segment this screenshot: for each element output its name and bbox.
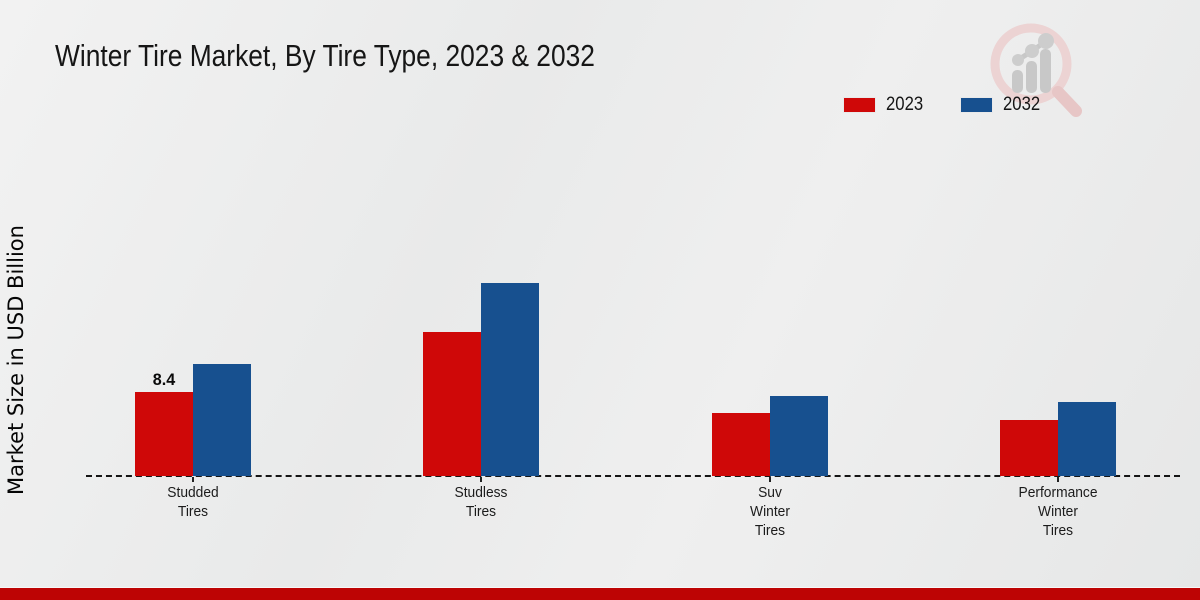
x-tick <box>192 477 194 482</box>
x-axis-baseline <box>86 475 1180 477</box>
x-category-label: Studless Tires <box>454 484 508 520</box>
x-category-label: Studded Tires <box>167 484 219 520</box>
x-tick <box>480 477 482 482</box>
bar-2032-cat0 <box>193 364 251 476</box>
bar-value-label: 8.4 <box>152 370 176 389</box>
legend-label: 2032 <box>1003 94 1041 115</box>
legend-swatch <box>843 97 876 113</box>
bar-2023-cat1 <box>423 332 481 476</box>
x-category-label: Performance Winter Tires <box>1018 484 1098 539</box>
legend-swatch <box>960 97 994 113</box>
legend-label: 2023 <box>886 94 924 115</box>
y-axis-label: Market Size in USD Billion <box>4 225 28 495</box>
bar-2032-cat3 <box>1058 402 1116 476</box>
legend: 2023 2032 <box>843 94 1046 116</box>
legend-item-2032: 2032 <box>960 94 1045 116</box>
bar-2023-cat2 <box>712 413 770 476</box>
bar-2023-cat0 <box>135 392 193 476</box>
bar-2032-cat1 <box>481 283 539 476</box>
footer-bar <box>0 587 1200 600</box>
bar-2023-cat3 <box>1000 420 1058 476</box>
chart-title: Winter Tire Market, By Tire Type, 2023 &… <box>55 38 595 73</box>
legend-item-2023: 2023 <box>843 94 928 116</box>
x-category-label: Suv Winter Tires <box>750 484 790 539</box>
bar-2032-cat2 <box>770 396 828 476</box>
x-tick <box>1057 477 1059 482</box>
magnifier-growth-chart-logo-icon <box>983 20 1083 125</box>
x-tick <box>769 477 771 482</box>
